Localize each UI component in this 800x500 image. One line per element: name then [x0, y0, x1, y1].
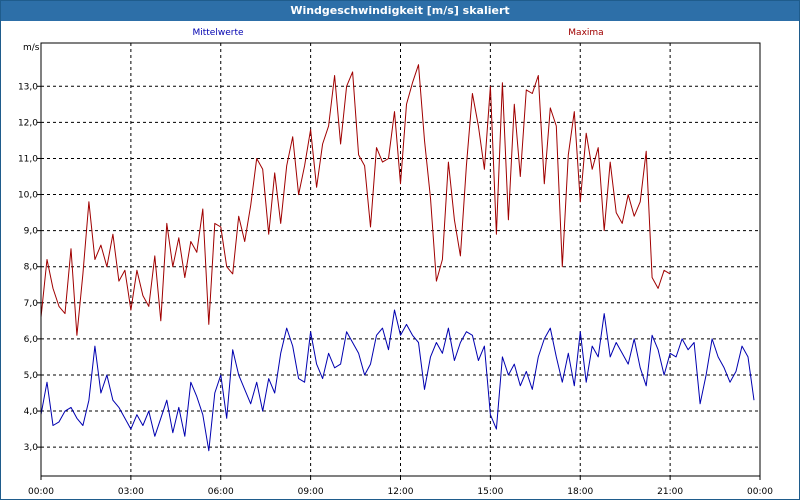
- x-tick-time: 00:00: [28, 487, 54, 497]
- x-tick-time: 15:00: [477, 487, 503, 497]
- legend-mean: Mittelwerte: [192, 28, 243, 38]
- y-tick-label: 5,0: [24, 371, 39, 381]
- y-tick-label: 10,0: [18, 191, 38, 201]
- x-tick-time: 03:00: [118, 487, 144, 497]
- x-tick-time: 09:00: [298, 487, 324, 497]
- plot-frame: [40, 42, 761, 477]
- y-tick-label: 9,0: [24, 227, 39, 237]
- x-tick-time: 00:00: [747, 487, 773, 497]
- y-tick-label: 4,0: [24, 407, 39, 417]
- line-chart: Mittelwerte Maxima m/s 3,0 4,0 5,0 6,0 7,0 8,…: [18, 28, 773, 497]
- x-tick-time: 18:00: [567, 487, 593, 497]
- x-tick-time: 21:00: [657, 487, 683, 497]
- series-mittelwerte-line: [40, 309, 755, 452]
- series-lines: [40, 64, 755, 452]
- x-tick-time: 12:00: [388, 487, 414, 497]
- y-axis-unit: m/s: [23, 43, 40, 53]
- y-tick-label: 13,0: [18, 82, 38, 92]
- y-tick-label: 12,0: [18, 118, 38, 128]
- x-tick-time: 06:00: [208, 487, 234, 497]
- series-maxima-line: [40, 64, 671, 336]
- window-title: Windgeschwindigkeit [m/s] skaliert: [1, 1, 799, 21]
- grid: [41, 43, 760, 476]
- y-tick-label: 11,0: [18, 154, 38, 164]
- axis-ticks: 3,0 4,0 5,0 6,0 7,0 8,0 9,0 10,0 11,0 12,0 13,0 00:…: [18, 82, 773, 497]
- y-tick-label: 8,0: [24, 263, 39, 273]
- legend-max: Maxima: [568, 28, 603, 38]
- y-tick-label: 6,0: [24, 335, 39, 345]
- y-tick-label: 7,0: [24, 299, 39, 309]
- y-tick-label: 3,0: [24, 443, 39, 453]
